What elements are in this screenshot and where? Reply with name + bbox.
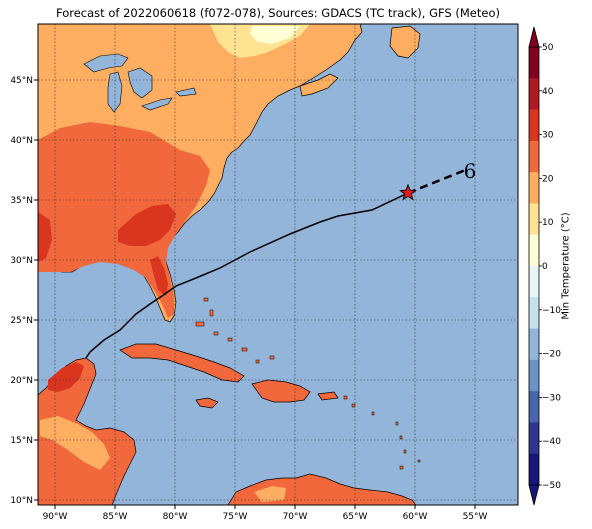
storm-track-observed bbox=[85, 192, 409, 359]
lake-erie bbox=[141, 97, 173, 111]
lon-label: 90°W bbox=[43, 512, 68, 522]
colorbar-band bbox=[529, 47, 539, 79]
storm-track-forecast bbox=[407, 167, 469, 195]
land-hot-west bbox=[38, 212, 52, 262]
land-puerto-rico bbox=[317, 391, 339, 401]
latitude-tick-labels: 45°N 40°N 35°N 30°N 25°N 20°N 15°N 10°N bbox=[10, 76, 33, 506]
lat-label: 30°N bbox=[10, 256, 33, 266]
lat-label: 45°N bbox=[10, 76, 33, 86]
lon-label: 70°W bbox=[283, 512, 308, 522]
lon-label: 55°W bbox=[463, 512, 488, 522]
storm-position-star bbox=[399, 183, 417, 201]
map-frame bbox=[37, 23, 519, 506]
land-nova-scotia bbox=[299, 73, 339, 97]
colorbar-tick-label: 30 bbox=[542, 131, 554, 141]
land-hot-florida bbox=[150, 256, 168, 296]
land-cuba bbox=[119, 343, 245, 383]
longitude-tick-labels: 90°W 85°W 80°W 75°W 70°W 65°W 60°W 55°W bbox=[43, 512, 488, 522]
colorbar bbox=[528, 26, 540, 506]
colorbar-band bbox=[529, 109, 539, 142]
colorbar-band bbox=[529, 203, 539, 236]
colorbar-band bbox=[529, 297, 539, 329]
colorbar-ticks: 50 40 30 20 10 0 −10 −20 −30 −40 −50 bbox=[539, 43, 561, 491]
land-newfoundland bbox=[389, 25, 421, 59]
longitude-ticks bbox=[54, 505, 476, 509]
land-yucatan-hot bbox=[48, 362, 84, 392]
colorbar-band bbox=[529, 140, 539, 173]
lake-huron bbox=[127, 67, 153, 99]
colorbar-band bbox=[529, 78, 539, 110]
colorbar-tick-label: 50 bbox=[542, 43, 554, 53]
graticule bbox=[38, 24, 518, 505]
colorbar-extend-max bbox=[528, 26, 540, 48]
colorbar-band bbox=[529, 328, 539, 361]
colorbar-extend-min bbox=[528, 484, 540, 506]
colorbar-band bbox=[529, 422, 539, 455]
lat-label: 20°N bbox=[10, 376, 33, 386]
colorbar-tick-label: −10 bbox=[542, 306, 561, 316]
small-islands bbox=[195, 297, 421, 470]
colorbar-tick-label: 20 bbox=[542, 174, 554, 184]
map-title: Forecast of 2022060618 (f072-078), Sourc… bbox=[56, 6, 500, 20]
colorbar-band bbox=[529, 266, 539, 298]
colorbar-band bbox=[529, 359, 539, 392]
colorbar-label: Min Temperature (°C) bbox=[560, 212, 572, 320]
colorbar-tick-label: 10 bbox=[542, 218, 554, 228]
land-hot-southeast bbox=[118, 204, 176, 246]
lake-superior bbox=[83, 53, 129, 73]
colorbar-band bbox=[529, 172, 539, 204]
lat-label: 10°N bbox=[10, 496, 33, 506]
lon-label: 65°W bbox=[343, 512, 368, 522]
land-hispaniola bbox=[251, 379, 311, 403]
lat-label: 35°N bbox=[10, 196, 33, 206]
lat-label: 25°N bbox=[10, 316, 33, 326]
map-area: 6 bbox=[38, 24, 518, 505]
colorbar-tick-label: −40 bbox=[542, 437, 561, 447]
colorbar-tick-label: −50 bbox=[542, 481, 561, 491]
land-central-america-mild bbox=[40, 416, 110, 470]
lon-label: 80°W bbox=[163, 512, 188, 522]
lat-label: 15°N bbox=[10, 436, 33, 446]
latitude-ticks bbox=[34, 79, 38, 501]
lat-label: 40°N bbox=[10, 136, 33, 146]
forecast-symbol: 6 bbox=[464, 159, 477, 183]
lon-label: 60°W bbox=[403, 512, 428, 522]
colorbar-tick-label: −30 bbox=[542, 393, 561, 403]
colorbar-band bbox=[529, 234, 539, 267]
lon-label: 85°W bbox=[103, 512, 128, 522]
colorbar-tick-label: 40 bbox=[542, 87, 554, 97]
land-south-america-mild bbox=[254, 486, 286, 502]
land-north-cold bbox=[250, 26, 300, 44]
lake-ontario bbox=[175, 87, 197, 97]
colorbar-band bbox=[529, 391, 539, 423]
colorbar-tick-label: 0 bbox=[542, 262, 548, 272]
colorbar-tick-label: −20 bbox=[542, 350, 561, 360]
land-warm-south bbox=[38, 122, 210, 318]
lon-label: 75°W bbox=[223, 512, 248, 522]
colorbar-band bbox=[529, 453, 539, 486]
land-jamaica bbox=[195, 397, 219, 409]
